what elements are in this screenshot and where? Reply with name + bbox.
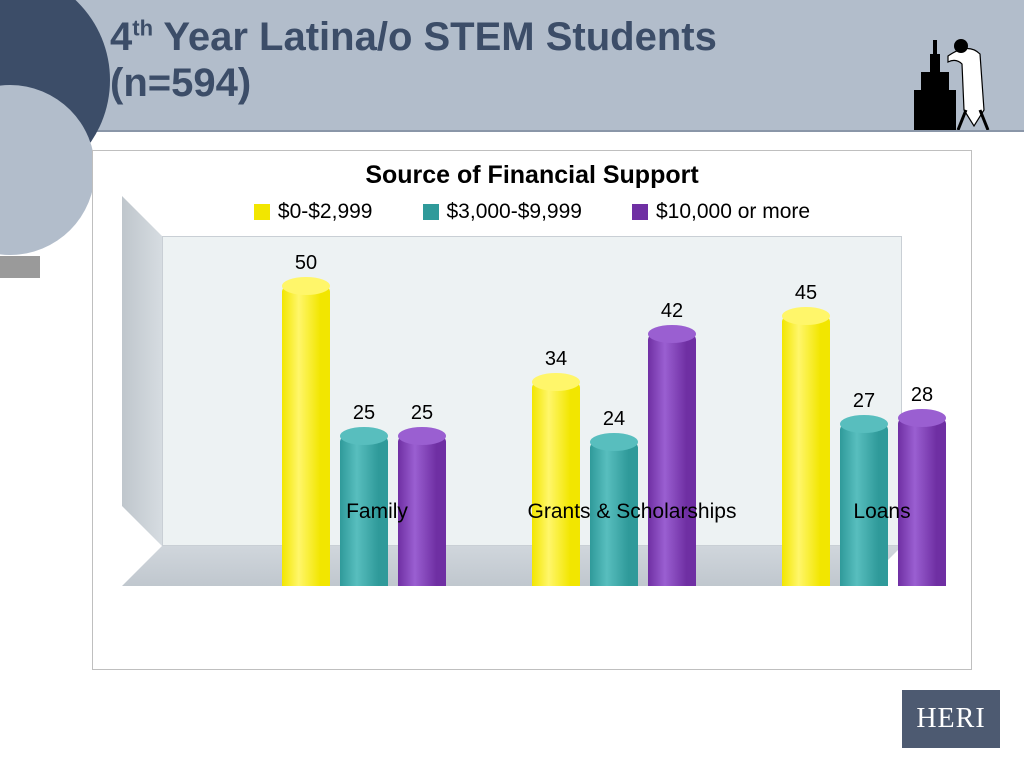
bar-1-0: 34: [532, 382, 580, 586]
legend-label-0: $0-$2,999: [278, 200, 373, 224]
bar-top: [532, 373, 580, 391]
chart-title: Source of Financial Support: [93, 161, 971, 190]
bar-top: [590, 433, 638, 451]
bar-0-0: 50: [282, 286, 330, 586]
slide-title: 4th Year Latina/o STEM Students (n=594): [110, 14, 860, 106]
bar-body: [782, 316, 830, 586]
legend-swatch-1: [423, 204, 439, 220]
title-superscript: th: [132, 16, 153, 41]
x-label-2: Loans: [822, 500, 942, 524]
bar-label: 42: [648, 300, 696, 323]
legend-swatch-2: [632, 204, 648, 220]
chart-side-wall: [122, 196, 162, 546]
legend-label-1: $3,000-$9,999: [447, 200, 582, 224]
legend-swatch-0: [254, 204, 270, 220]
header-underline: [0, 130, 1024, 132]
bar-label: 45: [782, 282, 830, 305]
bar-body: [648, 334, 696, 586]
chart-frame: Source of Financial Support $0-$2,999 $3…: [92, 150, 972, 670]
legend-item-2: $10,000 or more: [632, 200, 810, 224]
legend-item-0: $0-$2,999: [254, 200, 373, 224]
heri-logo: HERI: [902, 690, 1000, 748]
bar-body: [532, 382, 580, 586]
x-label-1: Grants & Scholarships: [522, 500, 742, 524]
bar-label: 25: [398, 402, 446, 425]
bar-body: [282, 286, 330, 586]
slide: 4th Year Latina/o STEM Students (n=594) …: [0, 0, 1024, 768]
legend-label-2: $10,000 or more: [656, 200, 810, 224]
bar-top: [340, 427, 388, 445]
x-label-0: Family: [317, 500, 437, 524]
bar-label: 28: [898, 384, 946, 407]
title-prefix: 4: [110, 15, 132, 59]
bar-top: [782, 307, 830, 325]
bar-2-0: 45: [782, 316, 830, 586]
bar-top: [840, 415, 888, 433]
decorative-gray-strip: [0, 256, 40, 278]
bar-top: [282, 277, 330, 295]
microscope-icon: [914, 20, 1004, 130]
bar-top: [398, 427, 446, 445]
bar-top: [898, 409, 946, 427]
bar-1-2: 42: [648, 334, 696, 586]
title-rest: Year Latina/o STEM Students (n=594): [110, 15, 717, 105]
legend-item-1: $3,000-$9,999: [423, 200, 582, 224]
bar-label: 25: [340, 402, 388, 425]
bar-label: 24: [590, 408, 638, 431]
bar-label: 27: [840, 390, 888, 413]
bar-label: 50: [282, 252, 330, 275]
chart-plot: 502525342442452728: [122, 236, 942, 586]
chart-legend: $0-$2,999 $3,000-$9,999 $10,000 or more: [93, 200, 971, 224]
bar-label: 34: [532, 348, 580, 371]
bar-top: [648, 325, 696, 343]
